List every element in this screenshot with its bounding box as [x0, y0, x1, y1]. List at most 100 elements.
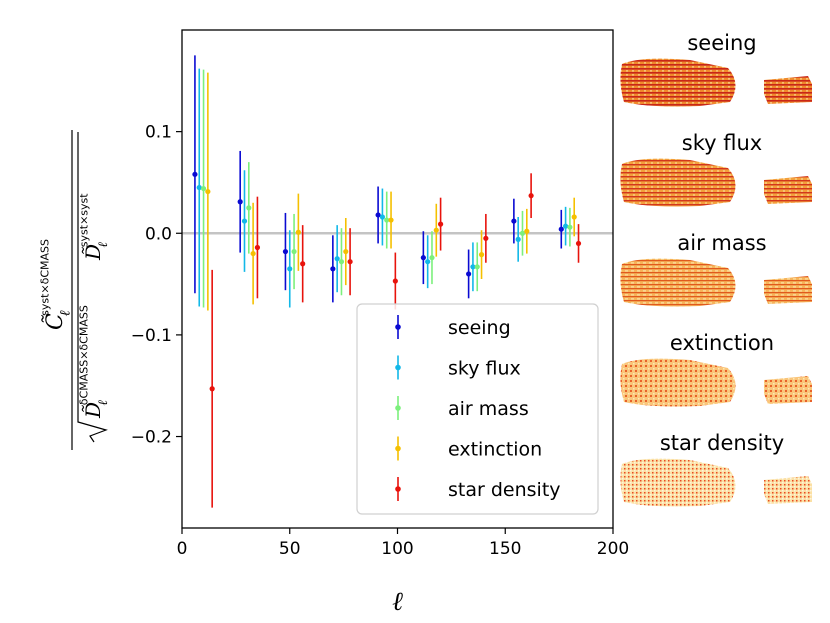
data-point [524, 228, 530, 234]
ylabel-superscript: δCMASS×δCMASS [78, 305, 91, 405]
legend: seeing sky flux air mass extinction star den… [356, 303, 599, 515]
x-axis-label: ℓ [392, 587, 403, 617]
sky-map-title: star density [660, 431, 784, 455]
sky-map-footprint-main [620, 358, 736, 407]
x-tick-label: 150 [489, 539, 521, 559]
data-point [558, 226, 564, 232]
series-air-mass [200, 69, 573, 308]
sky-map-air-mass: air mass [620, 231, 812, 307]
legend-label: air mass [448, 398, 529, 420]
data-point [241, 218, 248, 224]
data-point [379, 214, 386, 220]
data-point [287, 266, 293, 272]
data-point [433, 227, 439, 233]
data-point [429, 255, 435, 261]
legend-box [356, 303, 599, 515]
legend-label: star density [448, 479, 561, 501]
data-point [392, 278, 398, 284]
y-tick-label: −0.1 [131, 326, 172, 346]
sky-map-footprint-main [620, 458, 736, 507]
legend-marker-dot [395, 364, 401, 371]
data-point [295, 229, 301, 235]
y-tick-label: 0.0 [145, 224, 172, 244]
data-point [209, 386, 215, 392]
data-point [515, 236, 521, 242]
ylabel-subscript: ℓ [58, 310, 74, 316]
x-tick-label: 100 [381, 539, 413, 559]
x-tick-label: 0 [177, 539, 188, 559]
legend-marker-dot [395, 324, 401, 330]
data-point [237, 199, 243, 205]
series-seeing [192, 55, 564, 303]
data-point [347, 259, 353, 265]
series-extinction [205, 72, 577, 311]
data-point [300, 261, 306, 267]
sky-map-footprint-small [764, 376, 812, 404]
sky-map-footprint-main [620, 58, 736, 107]
x-tick-label: 200 [597, 539, 629, 559]
sky-map-title: seeing [687, 31, 756, 55]
x-tick-label: 50 [279, 539, 301, 559]
series-layer [192, 55, 582, 508]
data-point [425, 259, 431, 265]
data-point [246, 205, 252, 211]
ylabel-symbol: D̃ [81, 244, 105, 261]
data-point [384, 217, 390, 223]
data-point [254, 244, 261, 251]
data-point [196, 184, 202, 191]
legend-marker-dot [395, 445, 401, 452]
y-tick-label: 0.1 [145, 123, 172, 143]
x-ticks: 0 50 100 150 200 [177, 528, 629, 559]
data-point [519, 230, 526, 236]
data-point [474, 264, 480, 270]
sky-map-sky-flux: sky flux [620, 131, 812, 207]
legend-label: seeing [448, 317, 511, 339]
sky-map-star-density: star density [620, 431, 812, 507]
data-point [338, 259, 345, 265]
series-sky-flux [196, 68, 569, 308]
data-point [343, 248, 349, 255]
ylabel-superscript: syst×δCMASS [38, 239, 51, 316]
sky-map-extinction: extinction [620, 331, 812, 407]
sky-map-title: sky flux [682, 131, 762, 155]
data-point [250, 250, 256, 257]
data-point [330, 266, 336, 272]
sky-map-title: extinction [670, 331, 774, 355]
data-point [334, 256, 340, 262]
y-tick-label: −0.2 [131, 428, 172, 448]
y-ticks: −0.2 −0.1 0.0 0.1 [131, 123, 182, 448]
sky-map-footprint-small [764, 476, 812, 504]
ylabel-subscript: ℓ [96, 400, 111, 406]
data-point [478, 252, 485, 258]
y-axis-label: C̃ℓsyst×δCMASSD̃ℓδCMASS×δCMASSD̃ℓsyst×sy… [38, 130, 111, 450]
data-point [466, 271, 472, 277]
legend-marker-dot [395, 486, 401, 492]
sky-map-footprint-main [620, 158, 736, 207]
ylabel-superscript: syst×syst [78, 193, 91, 247]
data-point [470, 264, 476, 270]
data-point [575, 240, 582, 247]
data-point [205, 188, 211, 195]
sky-map-footprint-small [764, 176, 812, 204]
ylabel-subscript: ℓ [96, 242, 111, 248]
data-point [282, 248, 289, 255]
data-point [375, 212, 381, 218]
data-point [567, 224, 573, 230]
sky-map-footprint-small [764, 276, 812, 304]
data-point [562, 223, 569, 229]
legend-label: sky flux [448, 358, 521, 380]
ylabel-symbol: D̃ [81, 402, 105, 419]
data-point [483, 235, 489, 241]
series-star-density [209, 173, 582, 508]
legend-marker-dot [395, 405, 401, 411]
sky-map-title: air mass [677, 231, 766, 255]
sqrt-sign [77, 132, 108, 443]
data-point [388, 217, 394, 223]
sky-map-footprint-main [620, 258, 736, 307]
sky-map-footprint-small [764, 76, 812, 104]
data-point [200, 185, 207, 192]
data-point [291, 248, 297, 255]
data-point [192, 171, 198, 177]
sky-maps: seeing sky flux air mass extinction star den… [620, 31, 812, 507]
